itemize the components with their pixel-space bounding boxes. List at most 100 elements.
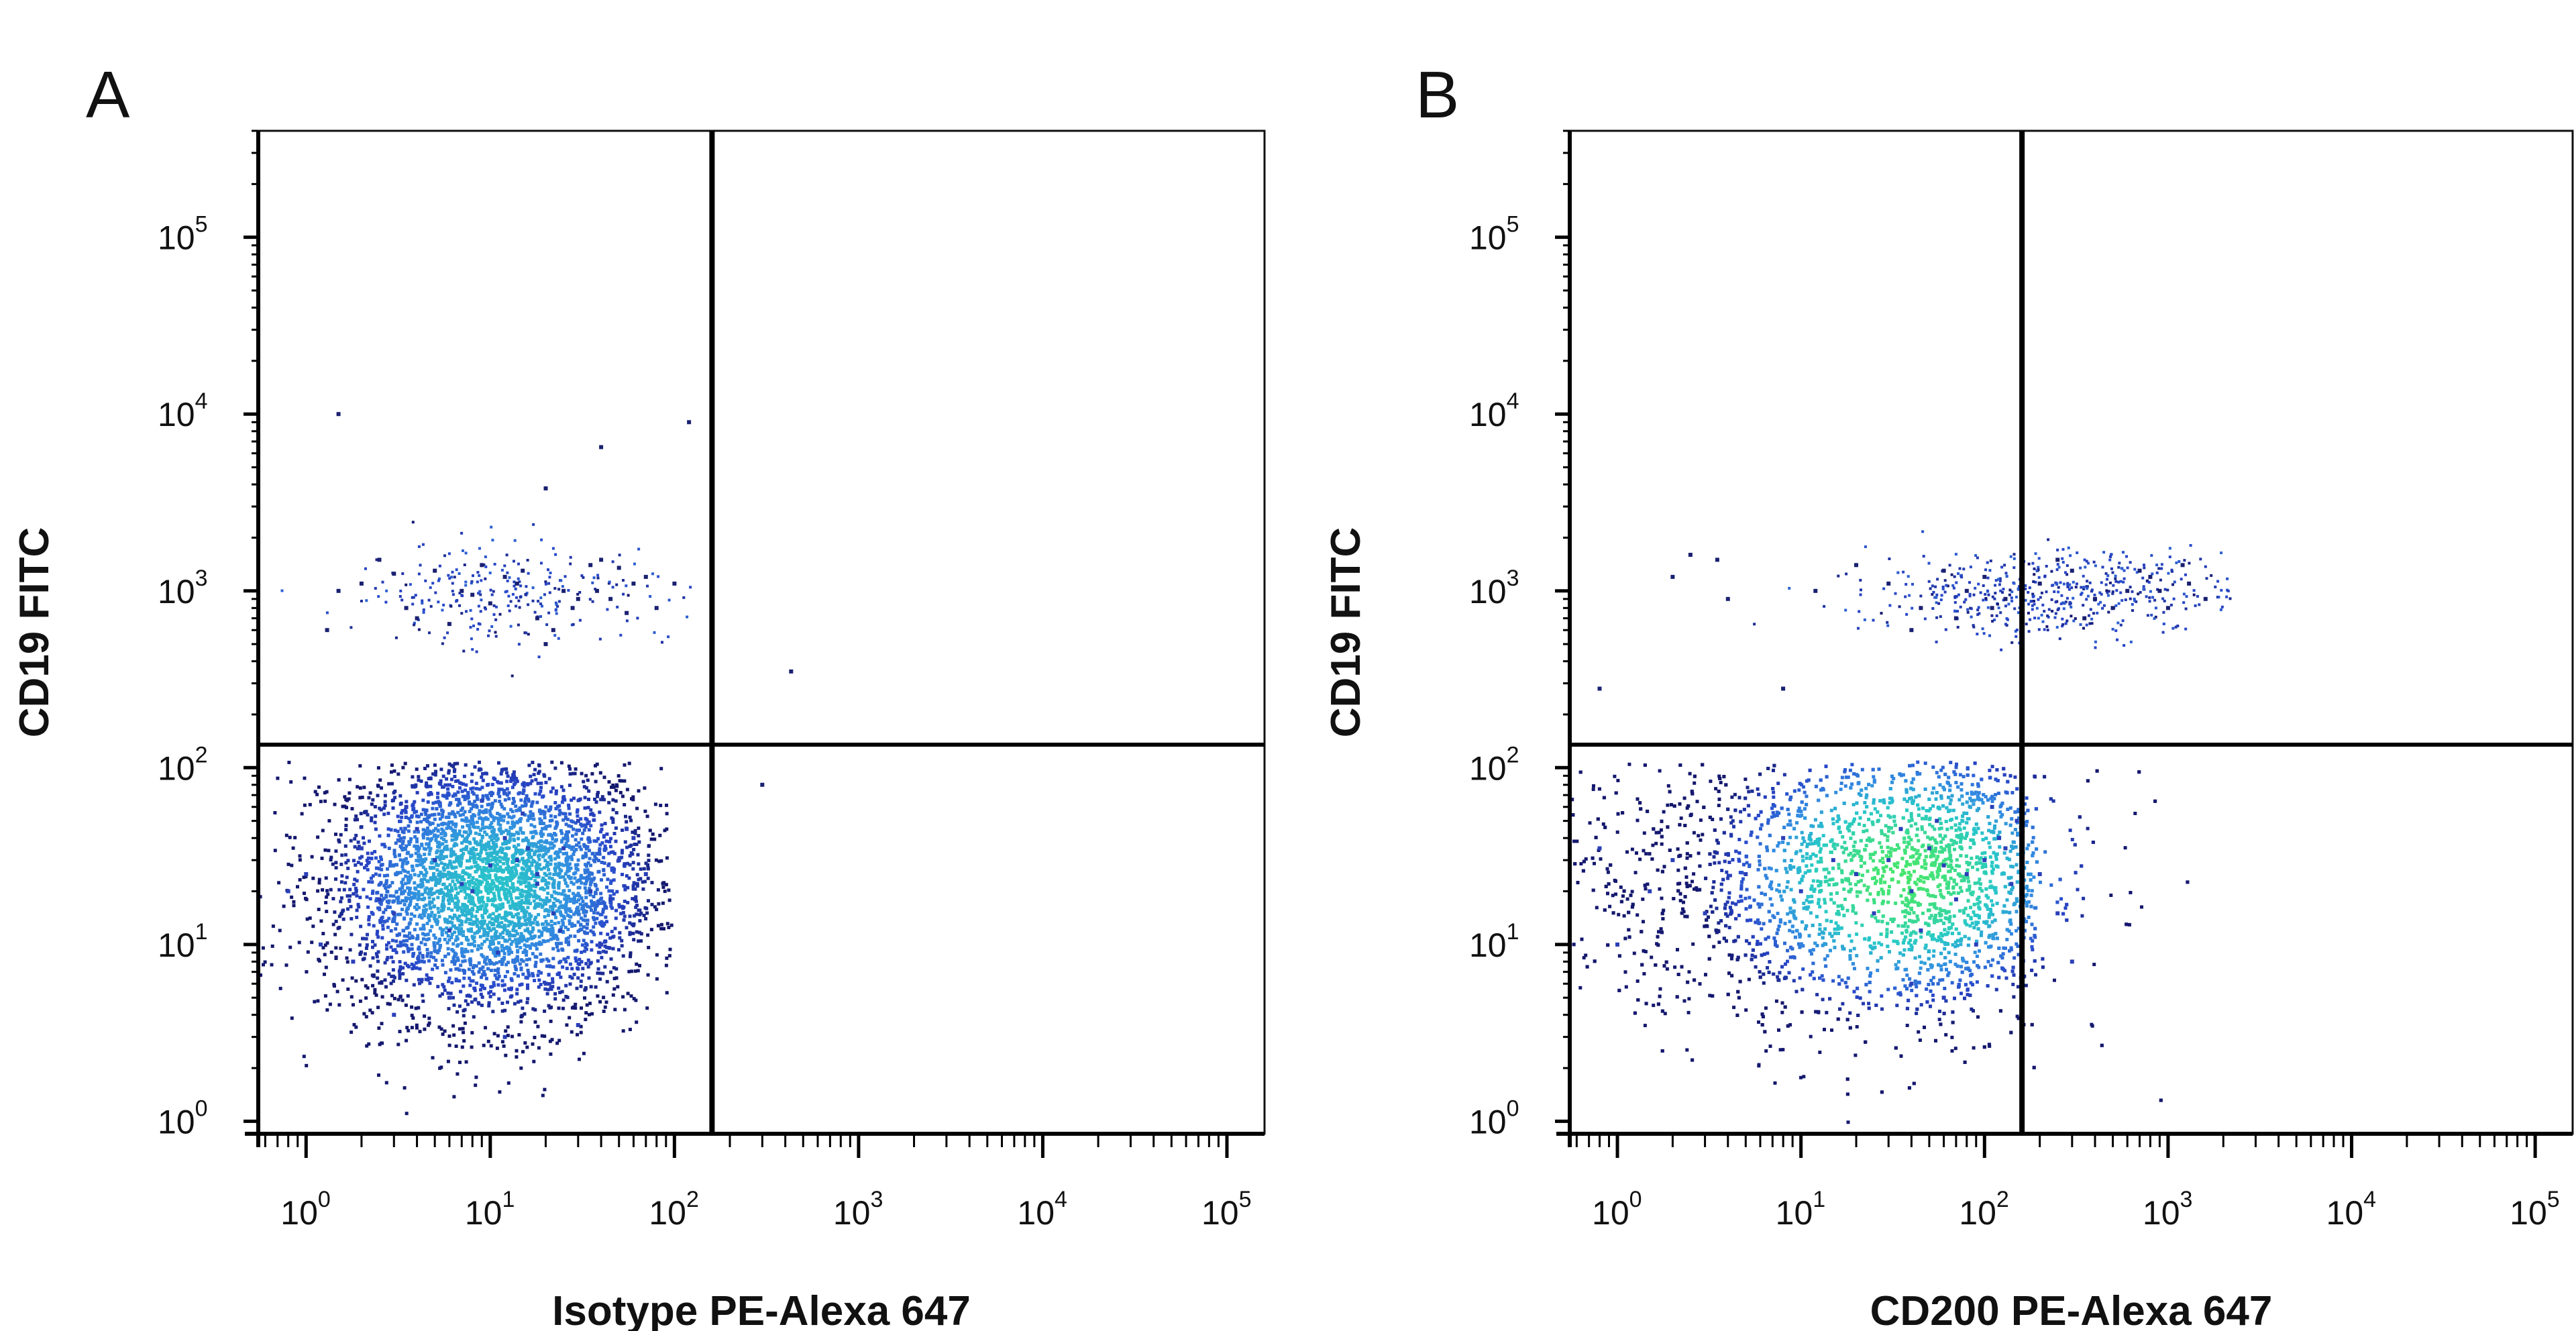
- cloud-point: [517, 912, 520, 916]
- cloud-point: [481, 819, 485, 823]
- cloud-point: [474, 882, 478, 886]
- cloud-point: [630, 969, 633, 973]
- cloud-point: [519, 958, 523, 962]
- cloud-point: [568, 922, 572, 926]
- cloud-point: [609, 879, 613, 883]
- cloud-point: [506, 774, 510, 778]
- cloud-point: [470, 1030, 474, 1034]
- cloud-point: [458, 813, 462, 817]
- cloud-point: [463, 810, 467, 814]
- cloud-point: [533, 824, 537, 829]
- cloud-point: [467, 929, 471, 933]
- cloud-point: [498, 849, 502, 853]
- data-point: [502, 1034, 507, 1039]
- cloud-point: [443, 847, 447, 851]
- cloud-point: [537, 935, 541, 939]
- cloud-point: [512, 925, 516, 929]
- cloud-point: [484, 771, 488, 776]
- cloud-point: [557, 906, 561, 910]
- cloud-point: [470, 637, 473, 641]
- cloud-point: [363, 865, 366, 869]
- cloud-point: [334, 849, 338, 853]
- cloud-point: [539, 952, 543, 956]
- cloud-point: [465, 845, 469, 849]
- cloud-point: [511, 900, 515, 904]
- cloud-point: [566, 927, 570, 931]
- data-point: [470, 592, 475, 597]
- cloud-point: [466, 819, 470, 823]
- cloud-point: [500, 769, 504, 773]
- cloud-point: [398, 967, 402, 971]
- cloud-point: [374, 814, 378, 818]
- cloud-point: [517, 792, 521, 796]
- cloud-point: [416, 956, 420, 960]
- cloud-point: [497, 997, 501, 1001]
- cloud-point: [567, 803, 571, 807]
- cloud-point: [580, 876, 584, 880]
- cloud-point: [263, 960, 267, 964]
- cloud-point: [333, 933, 337, 937]
- cloud-point: [400, 865, 405, 869]
- cloud-point: [479, 946, 483, 950]
- cloud-point: [537, 866, 541, 870]
- cloud-point: [595, 888, 599, 892]
- cloud-point: [492, 962, 496, 966]
- cloud-point: [535, 896, 539, 900]
- cloud-point: [627, 761, 631, 765]
- cloud-point: [384, 882, 388, 886]
- cloud-point: [517, 1033, 521, 1036]
- cloud-point: [463, 794, 467, 798]
- cloud-point: [571, 771, 575, 776]
- cloud-point: [508, 873, 513, 877]
- cloud-point: [563, 893, 567, 897]
- cloud-point: [564, 841, 568, 845]
- cloud-point: [347, 899, 352, 903]
- data-point: [480, 563, 484, 568]
- cloud-point: [1744, 1008, 1748, 1012]
- cloud-point: [325, 611, 329, 615]
- cloud-point: [588, 871, 592, 875]
- cloud-point: [631, 931, 635, 935]
- cloud-point: [396, 898, 400, 902]
- cloud-point: [419, 779, 423, 783]
- cloud-point: [572, 882, 576, 886]
- cloud-point: [584, 910, 588, 914]
- cloud-point: [417, 960, 421, 964]
- cloud-point: [421, 828, 425, 832]
- cloud-point: [570, 967, 574, 971]
- cloud-point: [563, 844, 567, 848]
- cloud-point: [546, 922, 550, 926]
- cloud-point: [591, 581, 594, 584]
- cloud-point: [582, 823, 586, 827]
- cloud-point: [390, 799, 394, 803]
- data-point: [672, 581, 677, 586]
- cloud-point: [547, 777, 551, 781]
- cloud-point: [447, 803, 451, 807]
- cloud-point: [388, 894, 392, 898]
- cloud-point: [323, 953, 327, 957]
- cloud-point: [449, 854, 453, 858]
- cloud-point: [273, 849, 277, 853]
- cloud-point: [323, 799, 327, 803]
- cloud-point: [427, 852, 431, 856]
- cloud-point: [628, 815, 632, 819]
- cloud-point: [455, 892, 460, 896]
- cloud-point: [548, 1039, 552, 1043]
- cloud-point: [413, 881, 417, 885]
- cloud-point: [478, 590, 482, 593]
- cloud-point: [529, 855, 533, 859]
- cloud-point: [568, 982, 572, 986]
- cloud-point: [618, 905, 622, 909]
- cloud-point: [480, 579, 483, 582]
- cloud-point: [572, 827, 576, 831]
- cloud-point: [541, 958, 545, 962]
- cloud-point: [608, 936, 612, 940]
- cloud-point: [398, 974, 402, 978]
- cloud-point: [468, 810, 472, 814]
- cloud-point: [421, 543, 425, 546]
- cloud-point: [665, 812, 669, 816]
- cloud-point: [524, 797, 528, 801]
- cloud-point: [501, 884, 505, 888]
- cloud-point: [417, 906, 421, 910]
- cloud-point: [492, 613, 496, 617]
